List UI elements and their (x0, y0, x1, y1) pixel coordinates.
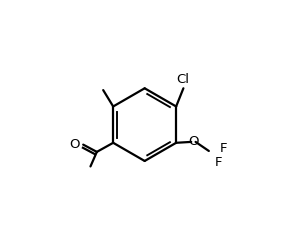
Text: Cl: Cl (176, 73, 189, 86)
Text: O: O (188, 135, 199, 148)
Text: F: F (219, 142, 227, 155)
Text: F: F (215, 156, 223, 169)
Text: O: O (69, 138, 80, 151)
